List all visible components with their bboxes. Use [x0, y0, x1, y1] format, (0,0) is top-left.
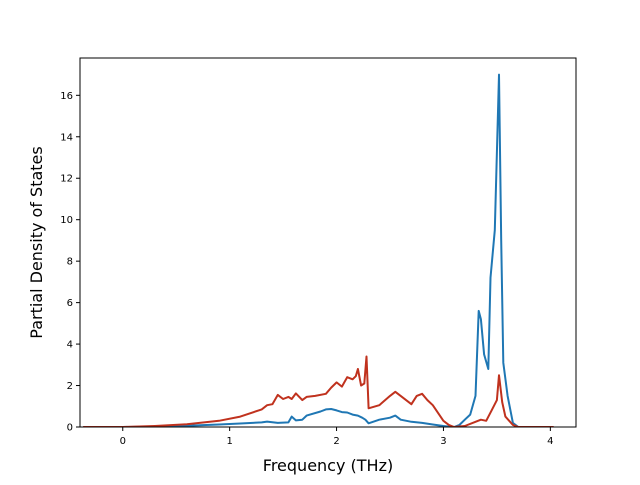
y-tick-label: 2: [67, 381, 73, 392]
x-tick-label: 2: [333, 436, 339, 447]
y-tick-label: 14: [60, 132, 73, 143]
y-tick-label: 8: [67, 257, 73, 268]
series-line-1: [83, 73, 554, 427]
y-tick-label: 4: [67, 340, 73, 351]
y-axis: 0 2 4 6 8 10 12 14 16: [60, 91, 80, 434]
series-line-2: [83, 355, 554, 427]
x-tick-label: 1: [226, 436, 232, 447]
y-tick-label: 6: [67, 298, 73, 309]
series-layer: [83, 73, 554, 427]
plot-frame: [79, 57, 577, 428]
y-tick-label: 12: [60, 174, 73, 185]
y-tick-label: 0: [67, 423, 73, 434]
x-axis-label: Frequency (THz): [263, 456, 393, 475]
x-axis: 0 1 2 3 4: [120, 427, 554, 447]
x-tick-label: 4: [547, 436, 553, 447]
x-tick-label: 0: [120, 436, 126, 447]
y-tick-label: 16: [60, 91, 73, 102]
x-tick-label: 3: [440, 436, 446, 447]
y-tick-label: 10: [60, 215, 73, 226]
y-axis-label: Partial Density of States: [27, 146, 46, 338]
